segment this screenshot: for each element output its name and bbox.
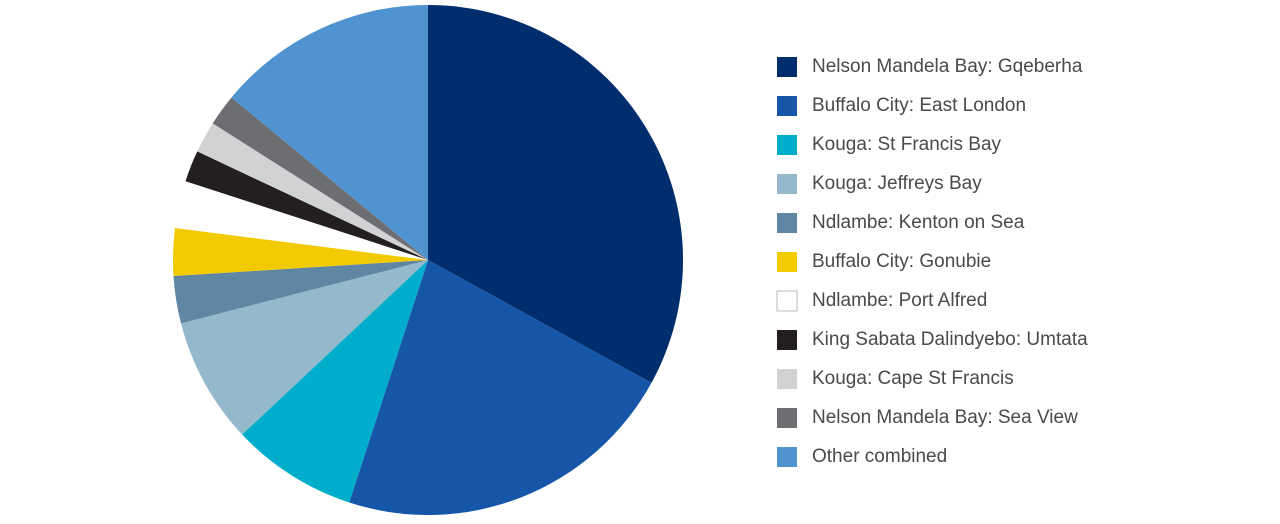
legend-label: Kouga: St Francis Bay (812, 134, 1002, 155)
legend-label: Buffalo City: Gonubie (812, 251, 991, 272)
pie-slice (242, 260, 428, 503)
pie-slice (212, 97, 428, 261)
legend-swatch (777, 96, 797, 116)
pie-slice (173, 260, 428, 324)
legend-swatch (777, 252, 797, 272)
legend-label: King Sabata Dalindyebo: Umtata (812, 329, 1088, 350)
legend-label: Nelson Mandela Bay: Gqeberha (812, 56, 1083, 77)
legend-swatch (777, 174, 797, 194)
legend-swatch (777, 135, 797, 155)
legend-swatch (777, 330, 797, 350)
legend-label: Kouga: Jeffreys Bay (812, 173, 982, 194)
legend-swatch (777, 369, 797, 389)
legend-label: Other combined (812, 446, 947, 467)
pie-slice (197, 123, 428, 260)
legend-label: Buffalo City: East London (812, 95, 1026, 116)
legend-label: Kouga: Cape St Francis (812, 368, 1014, 389)
pie-slice (231, 5, 428, 260)
pie-slice (349, 260, 652, 515)
pie-slice (173, 228, 428, 277)
legend-swatch (777, 57, 797, 77)
pie-slice (428, 5, 683, 383)
legend-label: Ndlambe: Kenton on Sea (812, 212, 1025, 233)
legend-label: Nelson Mandela Bay: Sea View (812, 407, 1078, 428)
legend-swatch (777, 213, 797, 233)
legend-swatch (776, 290, 798, 312)
pie-slice (181, 260, 428, 435)
pie-slice (185, 151, 428, 260)
legend-label: Ndlambe: Port Alfred (812, 290, 987, 311)
legend-swatch (777, 408, 797, 428)
pie-slice (175, 181, 428, 260)
legend-swatch (777, 447, 797, 467)
